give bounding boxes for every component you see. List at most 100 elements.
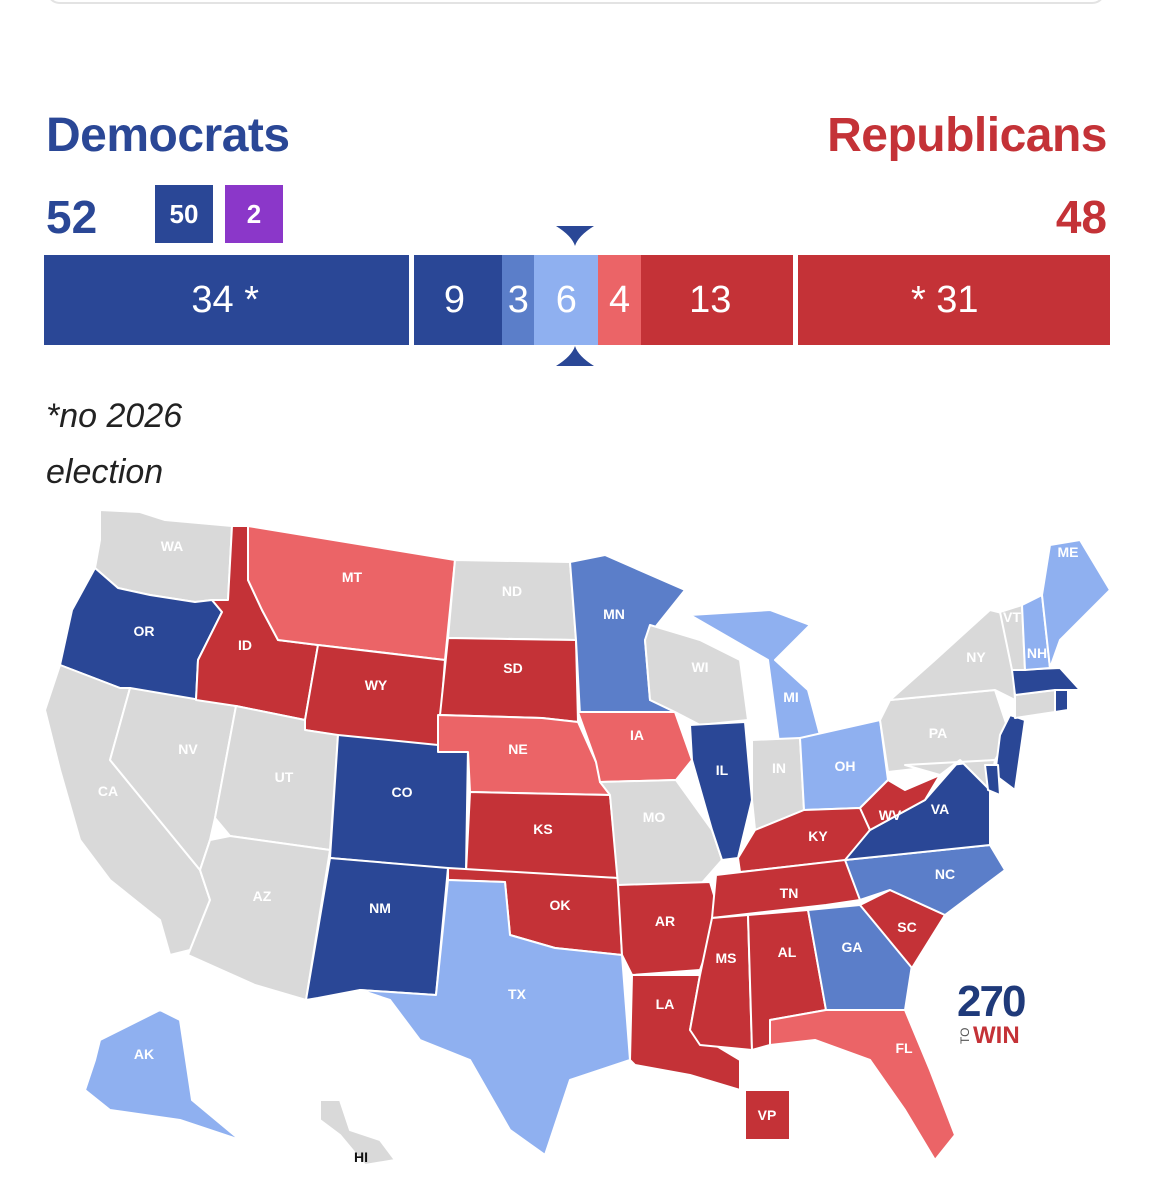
state-MI[interactable] [689, 609, 821, 751]
state-label-AK: AK [134, 1046, 154, 1062]
state-label-WA: WA [161, 538, 184, 554]
seat-segment-label: 6 [555, 278, 577, 321]
state-label-UT: UT [275, 769, 294, 785]
state-label-OR: OR [134, 623, 155, 639]
seat-segment[interactable]: 9 [406, 255, 503, 345]
state-label-ID: ID [238, 637, 252, 653]
state-FL[interactable] [769, 1009, 956, 1161]
state-ME[interactable] [1041, 539, 1111, 669]
state-label-LA: LA [656, 996, 675, 1012]
state-label-MT: MT [342, 569, 363, 585]
state-label-SD: SD [503, 660, 522, 676]
state-label-PA: PA [929, 725, 947, 741]
logo-to: TO [958, 1027, 972, 1044]
state-VP[interactable] [744, 1089, 791, 1141]
state-label-KS: KS [533, 821, 552, 837]
state-label-NY: NY [966, 649, 986, 665]
state-label-MI: MI [783, 689, 799, 705]
state-NM[interactable] [305, 857, 449, 1001]
state-label-OH: OH [835, 758, 856, 774]
seat-segment[interactable]: 6 [534, 255, 599, 345]
state-MT[interactable] [247, 525, 456, 661]
state-label-NV: NV [178, 741, 198, 757]
logo-number: 270 [957, 977, 1026, 1026]
state-label-MO: MO [643, 809, 666, 825]
independent-seats-badge: 2 [225, 185, 283, 243]
state-label-IL: IL [716, 762, 729, 778]
seat-segment-label: * 31 [910, 278, 979, 321]
state-label-NC: NC [935, 866, 955, 882]
state-label-TN: TN [780, 885, 799, 901]
state-SD[interactable] [439, 637, 579, 723]
republicans-label: Republicans [827, 109, 1107, 162]
state-CO[interactable] [329, 734, 469, 871]
state-label-IA: IA [630, 727, 644, 743]
state-DE[interactable] [984, 764, 1001, 796]
state-label-GA: GA [842, 939, 863, 955]
state-ND[interactable] [447, 559, 577, 641]
majority-marker-top-icon [556, 226, 594, 246]
state-labels: WA OR CA NV ID MT WY UT AZ CO NM ND SD N… [98, 538, 1079, 1165]
democrats-label: Democrats [46, 109, 290, 162]
seat-segment[interactable]: 13 [640, 255, 780, 345]
logo-win: WIN [973, 1022, 1020, 1049]
state-MD[interactable] [904, 759, 996, 791]
state-label-HI: HI [354, 1149, 368, 1165]
state-label-MS: MS [716, 950, 737, 966]
state-label-NM: NM [369, 900, 391, 916]
bar-divider [793, 255, 798, 345]
state-NY[interactable] [889, 609, 1016, 701]
state-label-TX: TX [508, 986, 527, 1002]
state-label-CO: CO [392, 784, 413, 800]
state-label-MN: MN [603, 606, 625, 622]
us-senate-map: WA OR CA NV ID MT WY UT AZ CO NM ND SD N… [44, 509, 1111, 1166]
majority-marker-bottom-icon [556, 346, 594, 366]
seat-segment-label: 3 [507, 278, 529, 321]
state-label-IN: IN [772, 760, 786, 776]
state-label-AZ: AZ [253, 888, 272, 904]
state-label-WY: WY [365, 677, 388, 693]
state-MO[interactable] [599, 779, 723, 886]
footnote: *no 2026 election [46, 388, 182, 500]
state-AZ[interactable] [187, 835, 331, 1001]
seat-distribution-bar: 34 * 9 3 6 4 13 * 31 [44, 255, 1110, 345]
footnote-line2: election [46, 453, 164, 491]
state-RI[interactable] [1054, 689, 1069, 713]
state-label-CA: CA [98, 783, 118, 799]
state-label-NE: NE [508, 741, 527, 757]
state-HI[interactable] [319, 1099, 396, 1166]
state-label-VA: VA [931, 801, 949, 817]
seat-segment[interactable]: 3 [502, 255, 535, 345]
state-label-OK: OK [550, 897, 571, 913]
state-MA[interactable] [1011, 667, 1081, 696]
state-GA[interactable] [807, 904, 913, 1011]
seat-segment-label: 9 [443, 278, 465, 321]
state-TX[interactable] [359, 879, 631, 1156]
seat-segment[interactable]: 34 * [44, 255, 407, 345]
state-NJ[interactable] [994, 714, 1026, 791]
seat-segment[interactable]: 4 [598, 255, 641, 345]
republicans-total: 48 [1055, 191, 1107, 243]
state-label-NH: NH [1027, 645, 1047, 661]
state-label-AR: AR [655, 913, 675, 929]
state-AK[interactable] [84, 1009, 241, 1141]
state-IL[interactable] [689, 721, 753, 861]
state-label-KY: KY [808, 828, 828, 844]
seat-segment[interactable]: * 31 [779, 255, 1110, 345]
state-label-AL: AL [778, 944, 797, 960]
state-label-FL: FL [895, 1040, 913, 1056]
seat-segment-label: 4 [609, 278, 631, 321]
state-label-ND: ND [502, 583, 522, 599]
footnote-line1: *no 2026 [46, 397, 183, 435]
state-label-WI: WI [691, 659, 708, 675]
previous-card [46, 0, 1106, 4]
bar-divider [409, 255, 414, 345]
270towin-logo: 270 TO WIN [957, 977, 1037, 1049]
state-label-VP: VP [758, 1107, 777, 1123]
state-label-ME: ME [1058, 544, 1079, 560]
state-label-SC: SC [897, 919, 916, 935]
democrat-seats-badge: 50 [155, 185, 213, 243]
seat-segment-label: 34 * [191, 278, 260, 321]
state-AR[interactable] [617, 881, 721, 976]
democrats-total: 52 [46, 191, 98, 243]
